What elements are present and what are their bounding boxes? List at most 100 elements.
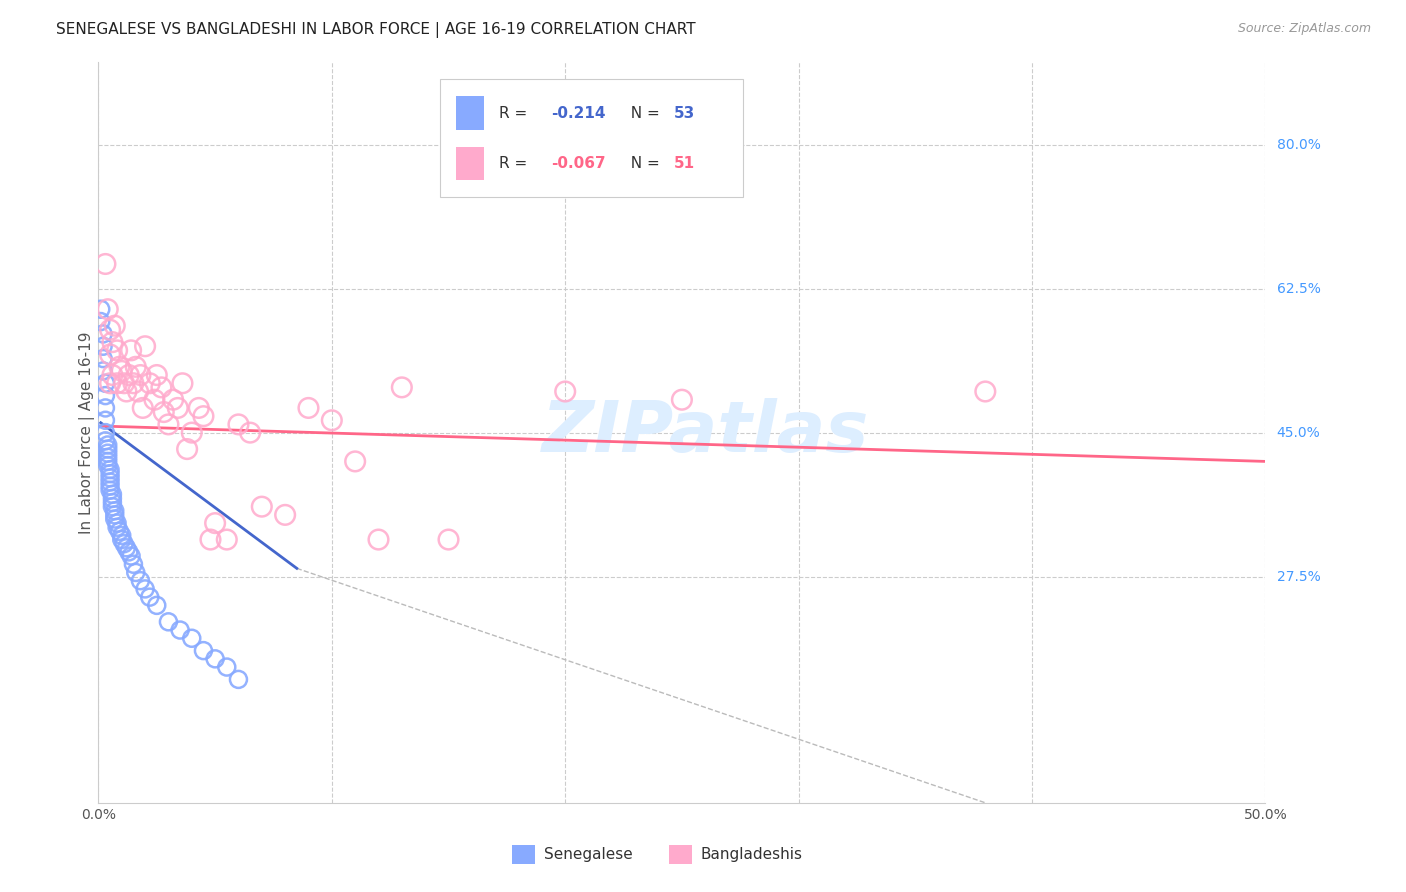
Point [112,536,135,550]
Text: ZIPatlas: ZIPatlas [541,398,869,467]
Point [105,376,128,391]
Point [98,475,121,489]
Point [122,558,145,572]
Point [193,643,215,657]
Point [204,516,226,530]
Point [104,512,127,526]
FancyBboxPatch shape [440,79,742,197]
Point [162,392,184,407]
Text: 45.0%: 45.0% [1277,425,1320,440]
Point [120,549,142,563]
Point [101,368,124,382]
Point [98,323,121,337]
FancyBboxPatch shape [669,845,692,864]
Point [157,615,180,629]
Point [115,384,138,399]
Point [176,442,198,456]
Point [108,359,131,374]
Text: Bangladeshis: Bangladeshis [700,847,803,863]
Text: -0.067: -0.067 [551,156,606,171]
Point [94,425,117,440]
Point [228,673,250,687]
Point [97,302,120,317]
Point [115,541,138,555]
Point [180,632,202,646]
FancyBboxPatch shape [512,845,534,864]
Point [321,413,343,427]
Point [118,545,141,559]
Text: N =: N = [621,105,665,120]
Point [97,458,120,473]
Point [104,318,127,333]
Point [108,524,131,539]
Point [437,533,460,547]
Point [90,315,112,329]
Point [118,368,141,382]
Point [98,347,121,361]
Text: Source: ZipAtlas.com: Source: ZipAtlas.com [1237,22,1371,36]
Point [250,500,273,514]
Point [97,454,120,468]
Text: -0.214: -0.214 [551,105,606,120]
Point [101,335,124,350]
Point [97,446,120,460]
Point [344,454,367,468]
Text: N =: N = [621,156,665,171]
Point [94,434,117,448]
Point [274,508,297,522]
Point [974,384,997,399]
Text: 62.5%: 62.5% [1277,282,1320,295]
Point [139,590,162,604]
Point [169,623,191,637]
Text: R =: R = [499,105,531,120]
Point [129,574,152,588]
Point [200,533,222,547]
Point [215,660,238,674]
Point [215,533,238,547]
Point [111,533,134,547]
Point [97,450,120,465]
Point [554,384,576,399]
Point [101,495,124,509]
Point [111,528,134,542]
Point [146,368,169,382]
Point [98,471,121,485]
Point [104,504,127,518]
Text: SENEGALESE VS BANGLADESHI IN LABOR FORCE | AGE 16-19 CORRELATION CHART: SENEGALESE VS BANGLADESHI IN LABOR FORCE… [56,22,696,38]
Point [172,376,194,391]
FancyBboxPatch shape [456,96,484,130]
Point [91,364,114,378]
Point [98,462,121,476]
Point [94,413,117,427]
Point [134,582,156,596]
Point [91,326,114,341]
Text: 53: 53 [673,105,695,120]
FancyBboxPatch shape [456,147,484,180]
Point [91,351,114,366]
Point [127,384,149,399]
Point [94,257,117,271]
Point [157,417,180,432]
Point [125,566,148,580]
Point [105,343,128,358]
Point [204,652,226,666]
Y-axis label: In Labor Force | Age 16-19: In Labor Force | Age 16-19 [79,331,96,534]
Point [105,520,128,534]
Point [129,368,152,382]
Point [105,516,128,530]
Point [101,500,124,514]
Point [122,376,145,391]
Point [152,405,174,419]
Point [132,401,155,415]
Point [94,401,117,415]
Point [125,359,148,374]
Point [90,302,112,317]
Point [228,417,250,432]
Point [101,491,124,506]
Point [671,392,693,407]
Point [146,599,169,613]
Point [104,508,127,522]
Point [111,364,134,378]
Point [91,339,114,353]
Point [134,339,156,353]
